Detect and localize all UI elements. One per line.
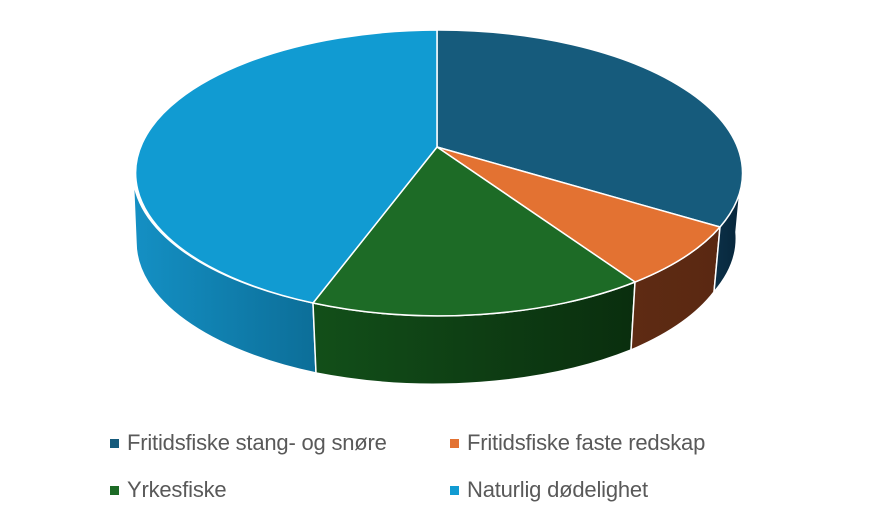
legend-swatch-icon <box>450 485 459 495</box>
pie-chart <box>132 29 744 385</box>
legend-label: Yrkesfiske <box>127 477 227 502</box>
legend-swatch-icon <box>110 438 119 448</box>
legend-swatch-icon <box>110 485 119 495</box>
slice-naturlig-dodelighet[interactable] <box>134 29 438 304</box>
pie-top-faces <box>134 29 744 317</box>
legend-swatch-icon <box>450 438 459 448</box>
legend-item-naturlig-dodelighet[interactable]: Naturlig dødelighet <box>450 475 648 505</box>
legend-label: Naturlig dødelighet <box>467 477 648 502</box>
legend-item-fritidsfiske-stang-og-snore[interactable]: Fritidsfiske stang- og snøre <box>110 428 387 458</box>
legend-label: Fritidsfiske stang- og snøre <box>127 430 387 455</box>
chart-legend: Fritidsfiske stang- og snøre Fritidsfisk… <box>0 420 875 525</box>
legend-item-fritidsfiske-faste-redskap[interactable]: Fritidsfiske faste redskap <box>450 428 705 458</box>
slice-fritidsfiske-faste-redskap[interactable] <box>436 146 721 283</box>
legend-label: Fritidsfiske faste redskap <box>467 430 706 455</box>
slice-yrkesfiske[interactable] <box>312 146 636 317</box>
legend-item-yrkesfiske[interactable]: Yrkesfiske <box>110 475 227 505</box>
slice-fritidsfiske-stang-og-snore[interactable] <box>436 29 744 228</box>
pie-side-walls <box>132 172 742 385</box>
